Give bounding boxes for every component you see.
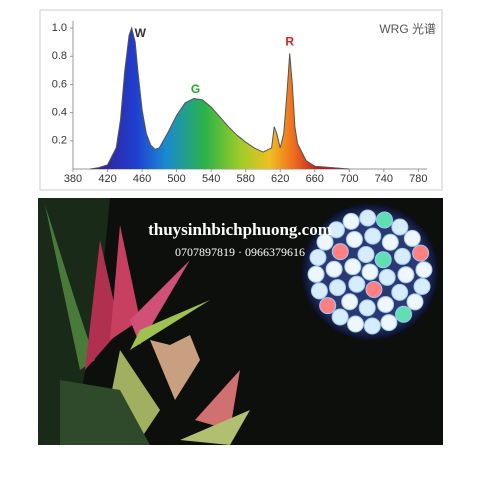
leaf [45,205,95,370]
x-tick-label: 620 [271,173,289,185]
x-tick-label: 540 [202,173,220,185]
led [331,308,349,326]
x-tick-label: 780 [409,173,427,185]
leaf [110,225,140,340]
led [365,281,383,299]
annotation: W [135,26,147,40]
x-tick-label: 420 [98,173,116,185]
led [375,211,393,229]
led [397,266,415,284]
led [327,221,345,239]
photo: thuysinhbichphuong.com 0707897819 · 0966… [38,198,443,445]
leaf [110,350,160,440]
led [393,247,411,265]
led [413,277,431,295]
annotation: G [191,82,200,96]
led [358,299,376,317]
led [357,245,375,263]
spectrum-line [90,26,350,170]
led [325,260,343,278]
led [391,218,409,236]
led [415,261,433,279]
led [331,243,349,261]
led [380,314,398,332]
moss [60,380,150,445]
led [377,295,395,313]
legend-text: WRG 光谱 [379,22,436,36]
y-tick-label: 0.4 [52,107,67,119]
leaf [180,410,250,445]
led [309,249,327,267]
spectrum-area [90,28,350,169]
x-tick-label: 660 [306,173,324,185]
led [341,293,359,311]
led [395,305,413,323]
led [344,258,362,276]
y-tick-label: 0.6 [52,78,67,90]
led [412,244,430,262]
y-tick-label: 1.0 [52,22,67,34]
led [359,209,377,227]
led-array [307,209,433,335]
y-tick-label: 0.8 [52,50,67,62]
led [361,263,379,281]
bromeliad [150,335,200,400]
led [347,315,365,333]
led [364,227,382,245]
led [406,293,424,311]
annotation: R [285,34,294,48]
x-tick-label: 460 [133,173,151,185]
led [374,251,392,269]
watermark-site: thuysinhbichphuong.com [148,220,332,239]
leaf [130,260,190,345]
led [363,317,381,335]
led [378,268,396,286]
led [310,282,328,300]
x-tick-label: 500 [167,173,185,185]
led [329,279,347,297]
x-tick-label: 380 [64,173,82,185]
led [316,233,334,251]
x-tick-label: 740 [375,173,393,185]
chart: 0.2 0.4 0.6 0.8 1.0 380 420 460 500 540 580 620 660 7… [52,21,436,185]
led [391,283,409,301]
led [348,275,366,293]
x-tick-label: 700 [340,173,358,185]
led [319,297,337,315]
led [345,231,363,249]
y-tick-label: 0.2 [52,135,67,147]
led [403,229,421,247]
led [307,265,325,283]
leaf [195,370,240,430]
watermark-phones: 0707897819 · 0966379616 [175,245,305,259]
led [342,212,360,230]
led [381,233,399,251]
x-tick-label: 580 [237,173,255,185]
leaf [130,300,210,350]
